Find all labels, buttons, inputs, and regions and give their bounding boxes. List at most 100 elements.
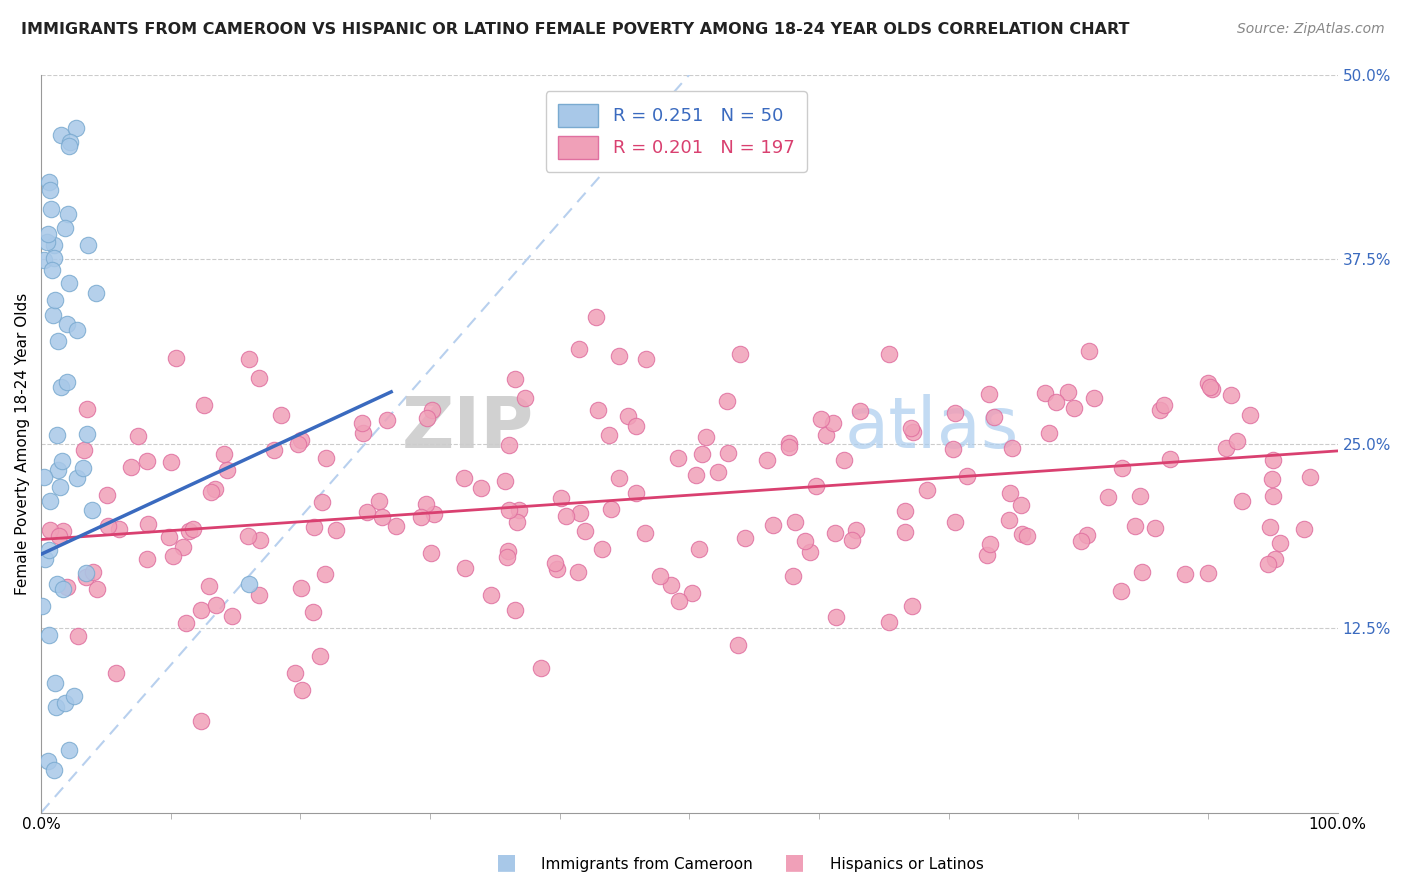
Point — [515, 391, 537, 405]
Point — [58, 743, 80, 757]
Point — [1215, 441, 1237, 455]
Point — [778, 440, 800, 454]
Point — [505, 372, 527, 386]
Point — [586, 403, 609, 417]
Point — [65, 121, 87, 136]
Point — [290, 581, 312, 595]
Point — [77, 238, 100, 252]
Point — [496, 544, 519, 558]
Point — [498, 502, 520, 516]
Point — [998, 513, 1021, 527]
Point — [659, 578, 682, 592]
Point — [688, 541, 710, 556]
Point — [1299, 470, 1322, 484]
Point — [52, 524, 75, 538]
Point — [901, 599, 924, 614]
Point — [53, 221, 76, 235]
Point — [1045, 395, 1067, 409]
Point — [314, 566, 336, 581]
Point — [46, 334, 69, 348]
Point — [1220, 388, 1243, 402]
Point — [59, 135, 82, 149]
Point — [82, 565, 104, 579]
Point — [877, 346, 900, 360]
Point — [793, 534, 815, 549]
Point — [567, 565, 589, 579]
Point — [782, 568, 804, 582]
Point — [1159, 452, 1181, 467]
Point — [1010, 498, 1032, 512]
Point — [215, 463, 238, 477]
Point — [901, 425, 924, 440]
Point — [585, 310, 607, 324]
Point — [894, 524, 917, 539]
Point — [49, 480, 72, 494]
Point — [508, 502, 530, 516]
Point — [1111, 460, 1133, 475]
Point — [550, 491, 572, 505]
Point — [690, 447, 713, 461]
Text: ZIP: ZIP — [402, 394, 534, 463]
Point — [1261, 489, 1284, 503]
Point — [607, 471, 630, 485]
Point — [76, 427, 98, 442]
Point — [62, 689, 84, 703]
Point — [162, 549, 184, 563]
Point — [368, 493, 391, 508]
Point — [165, 351, 187, 366]
Point — [591, 541, 613, 556]
Point — [46, 463, 69, 477]
Point — [530, 660, 553, 674]
Point — [1076, 527, 1098, 541]
Point — [1033, 385, 1056, 400]
Point — [832, 452, 855, 467]
Text: Hispanics or Latinos: Hispanics or Latinos — [830, 857, 983, 872]
Point — [270, 409, 292, 423]
Point — [804, 479, 827, 493]
Point — [600, 501, 623, 516]
Point — [309, 649, 332, 664]
Point — [238, 351, 260, 366]
Point — [287, 437, 309, 451]
Point — [190, 714, 212, 729]
Point — [38, 628, 60, 642]
Point — [45, 576, 67, 591]
Point — [284, 665, 307, 680]
Point — [453, 471, 475, 485]
Point — [1011, 527, 1033, 541]
Point — [783, 515, 806, 529]
Point — [956, 469, 979, 483]
Point — [32, 469, 55, 483]
Point — [105, 665, 128, 680]
Point — [1083, 391, 1105, 405]
Point — [96, 488, 118, 502]
Point — [823, 416, 845, 430]
Text: IMMIGRANTS FROM CAMEROON VS HISPANIC OR LATINO FEMALE POVERTY AMONG 18-24 YEAR O: IMMIGRANTS FROM CAMEROON VS HISPANIC OR … — [21, 22, 1129, 37]
Point — [39, 202, 62, 217]
Point — [31, 599, 53, 613]
Point — [1001, 441, 1024, 455]
Point — [685, 467, 707, 482]
Point — [416, 411, 439, 425]
Point — [1199, 379, 1222, 393]
Point — [915, 483, 938, 497]
Point — [353, 425, 375, 440]
Point — [574, 524, 596, 538]
Point — [841, 533, 863, 548]
Point — [1097, 490, 1119, 504]
Point — [58, 207, 80, 221]
Point — [762, 518, 785, 533]
Point — [49, 128, 72, 142]
Point — [238, 576, 260, 591]
Point — [1197, 566, 1219, 580]
Point — [127, 429, 149, 443]
Point — [76, 570, 98, 584]
Point — [598, 427, 620, 442]
Point — [1130, 565, 1153, 579]
Point — [1128, 489, 1150, 503]
Point — [42, 763, 65, 777]
Point — [32, 253, 55, 268]
Point — [205, 598, 228, 612]
Point — [76, 402, 98, 417]
Point — [1257, 557, 1279, 571]
